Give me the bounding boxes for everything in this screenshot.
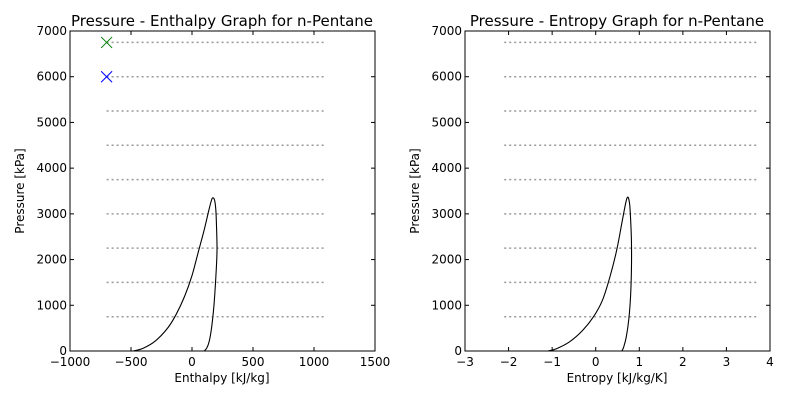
saturation-dome-line (547, 196, 633, 352)
saturation-dome-line (133, 197, 218, 352)
y-tick-label: 4000 (431, 161, 462, 175)
plot-marks: −1000 −500 0 500 1000 1500 0 1000 2000 3000 4000 50… (36, 24, 390, 369)
y-tick-label: 7000 (431, 24, 462, 38)
x-tick-label: 3 (723, 355, 731, 369)
x-tick-label: 1500 (360, 355, 391, 369)
x-marker-blue (100, 70, 113, 83)
y-tick-label: 1000 (36, 298, 67, 312)
pressure-entropy-chart: Pressure - Entropy Graph for n-Pentane −… (408, 12, 774, 385)
y-tick-label: 0 (454, 344, 462, 358)
x-tick-label: −1 (543, 355, 561, 369)
y-tick-label: 0 (59, 344, 67, 358)
y-axis-label: Pressure [kPa] (408, 148, 422, 233)
y-tick-label: 3000 (36, 207, 67, 221)
x-tick-label: 0 (188, 355, 196, 369)
y-tick-label: 5000 (36, 115, 67, 129)
x-marker-green (100, 36, 113, 49)
x-tick-label: −1000 (50, 355, 91, 369)
x-tick-label: 1 (635, 355, 643, 369)
plot-marks: −3 −2 −1 0 1 2 3 4 0 1000 2000 3000 4000 5000 6000 7000 (431, 24, 773, 369)
plot-area (69, 30, 376, 352)
x-axis-label: Entropy [kJ/kg/K] (567, 371, 668, 385)
x-tick-label: 500 (242, 355, 265, 369)
x-tick-label: 4 (766, 355, 774, 369)
x-axis-label: Enthalpy [kJ/kg] (174, 371, 269, 385)
y-tick-label: 3000 (431, 207, 462, 221)
y-tick-label: 4000 (36, 161, 67, 175)
pressure-enthalpy-chart: Pressure - Enthalpy Graph for n-Pentane … (13, 12, 390, 385)
y-tick-label: 2000 (431, 253, 462, 267)
chart-title: Pressure - Entropy Graph for n-Pentane (470, 12, 764, 30)
y-tick-label: 6000 (36, 70, 67, 84)
y-tick-label: 7000 (36, 24, 67, 38)
y-tick-label: 5000 (431, 115, 462, 129)
x-tick-label: 0 (592, 355, 600, 369)
x-marker-stroke (100, 70, 113, 83)
x-marker-stroke (100, 36, 113, 49)
x-tick-label: −500 (115, 355, 148, 369)
x-tick-label: −3 (456, 355, 474, 369)
y-tick-label: 6000 (431, 70, 462, 84)
x-tick-label: 2 (679, 355, 687, 369)
x-tick-label: −2 (500, 355, 518, 369)
y-tick-label: 2000 (36, 253, 67, 267)
y-tick-label: 1000 (431, 298, 462, 312)
chart-title: Pressure - Enthalpy Graph for n-Pentane (71, 12, 373, 30)
y-axis-label: Pressure [kPa] (13, 148, 27, 233)
x-tick-label: 1000 (299, 355, 330, 369)
plot-area (464, 30, 771, 352)
